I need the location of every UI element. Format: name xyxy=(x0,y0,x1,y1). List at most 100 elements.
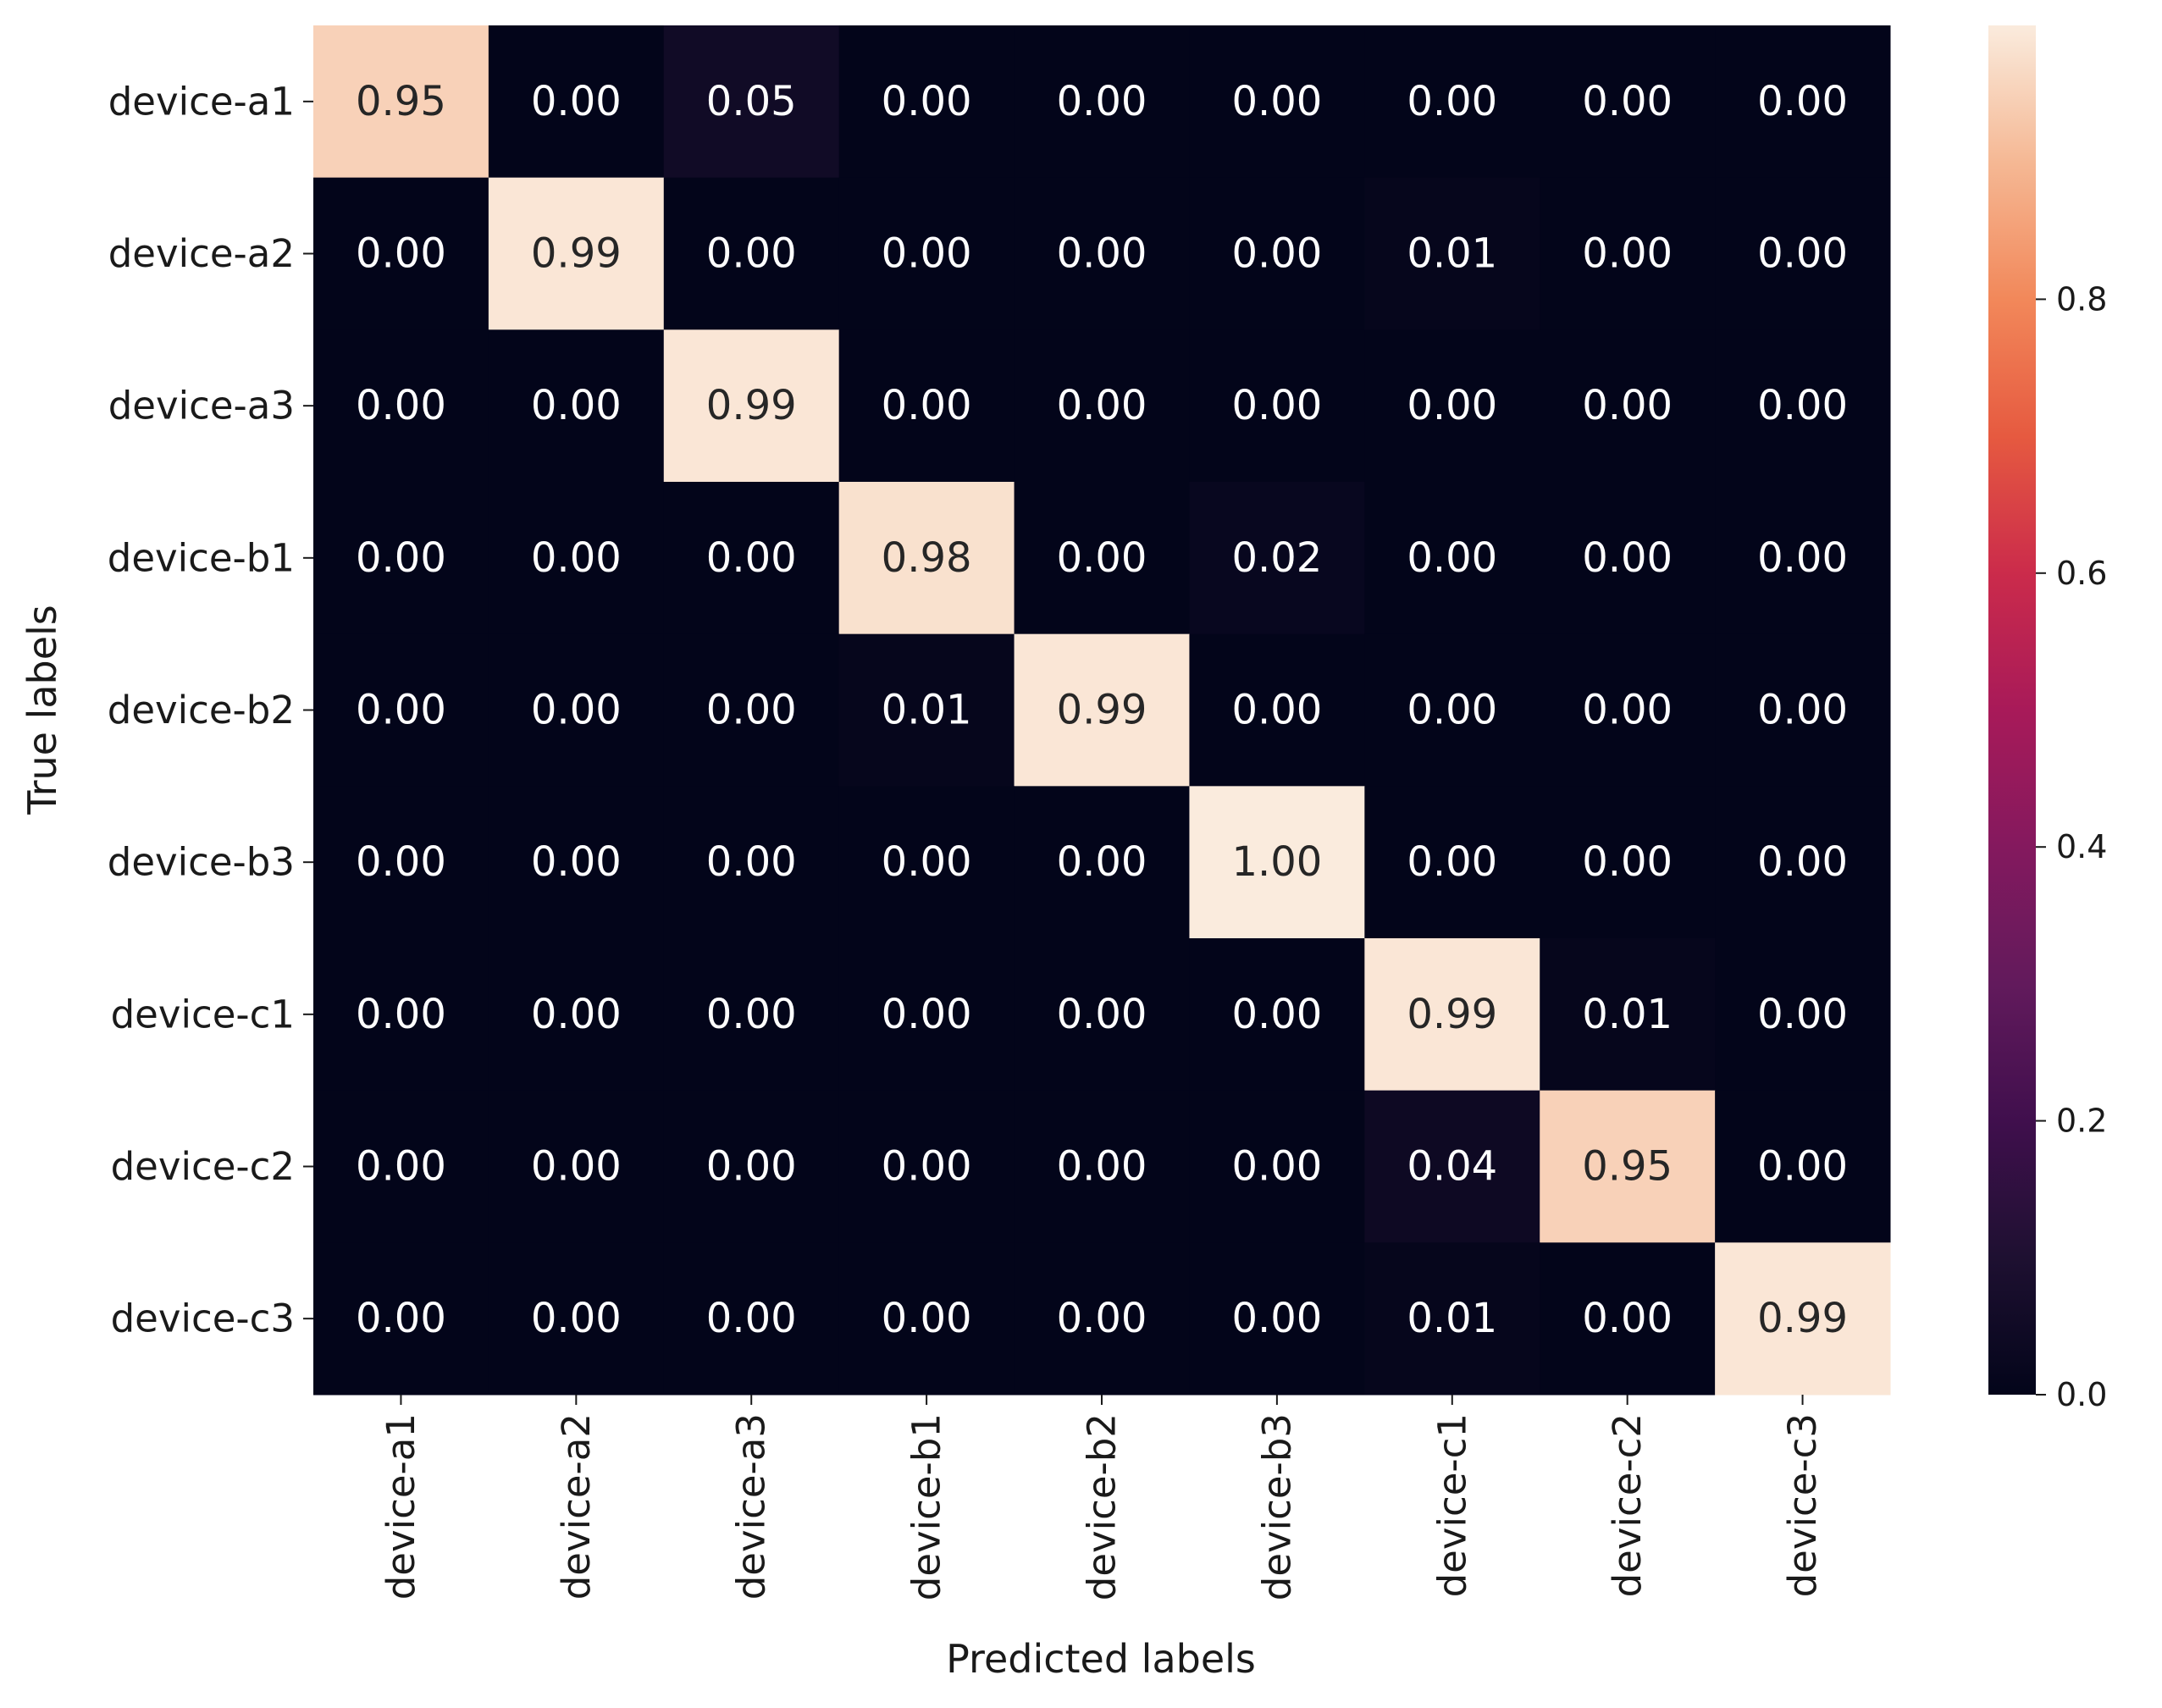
heatmap-cell xyxy=(1715,482,1891,635)
heatmap-cell xyxy=(1189,482,1365,635)
heatmap-cell-label: 0.00 xyxy=(1057,838,1147,886)
heatmap-cell xyxy=(1014,1242,1190,1396)
heatmap-cell xyxy=(1364,25,1540,179)
heatmap-cell xyxy=(488,786,665,939)
heatmap-cell-label: 0.00 xyxy=(531,382,622,429)
heatmap-cell xyxy=(838,938,1015,1092)
heatmap-cell-label: 0.00 xyxy=(356,687,446,734)
heatmap-cell-label: 0.00 xyxy=(356,838,446,886)
heatmap-cell-label: 0.00 xyxy=(1407,78,1497,125)
heatmap-cell-label: 0.00 xyxy=(1407,382,1497,429)
heatmap-cell-label: 0.00 xyxy=(706,230,797,278)
heatmap-cell-label: 0.00 xyxy=(706,838,797,886)
heatmap-cell-label: 0.00 xyxy=(1582,1295,1673,1342)
heatmap-cell-label: 0.00 xyxy=(706,1143,797,1191)
heatmap-cell xyxy=(1715,938,1891,1092)
heatmap-cell xyxy=(313,633,489,787)
heatmap-cell xyxy=(663,938,840,1092)
heatmap-cell-label: 0.98 xyxy=(882,534,972,582)
heatmap-cell xyxy=(1189,177,1365,330)
heatmap-cell-label: 0.00 xyxy=(1231,230,1322,278)
colorbar-tick-label: 0.0 xyxy=(2056,1376,2107,1413)
y-tick-label: device-b2 xyxy=(108,688,295,732)
heatmap-cell-label: 0.00 xyxy=(1057,382,1147,429)
heatmap-cell xyxy=(838,482,1015,635)
heatmap-cell-label: 0.00 xyxy=(1231,382,1322,429)
heatmap-cell-label: 0.00 xyxy=(1582,534,1673,582)
heatmap-cell xyxy=(1540,25,1716,179)
heatmap-cell-label: 0.00 xyxy=(1057,230,1147,278)
heatmap-cell xyxy=(1189,1242,1365,1396)
heatmap-cell-label: 0.00 xyxy=(882,78,972,125)
heatmap-cells xyxy=(313,25,1891,1396)
heatmap-cell xyxy=(1364,1242,1540,1396)
heatmap-cell xyxy=(488,938,665,1092)
y-tick-label: device-a2 xyxy=(108,231,295,276)
heatmap-cell-label: 0.00 xyxy=(1057,1295,1147,1342)
y-tick-label: device-c2 xyxy=(111,1144,295,1189)
y-tick-label: device-a1 xyxy=(108,79,295,124)
heatmap-cell xyxy=(1715,1090,1891,1243)
heatmap-cell xyxy=(1014,482,1190,635)
heatmap-cell-label: 0.00 xyxy=(882,838,972,886)
heatmap-cell xyxy=(1540,786,1716,939)
heatmap-cell-label: 0.00 xyxy=(706,991,797,1038)
heatmap-cell-label: 0.00 xyxy=(356,382,446,429)
heatmap-cell-label: 0.00 xyxy=(706,687,797,734)
heatmap-cell-label: 0.01 xyxy=(1407,230,1497,278)
colorbar-tick-label: 0.6 xyxy=(2056,555,2107,592)
y-tick-label: device-a3 xyxy=(108,384,295,428)
heatmap-cell xyxy=(1540,482,1716,635)
colorbar-tick-label: 0.4 xyxy=(2056,828,2107,865)
y-tick-label: device-c1 xyxy=(111,992,295,1036)
heatmap-cell-label: 0.00 xyxy=(882,991,972,1038)
heatmap-cell xyxy=(1540,177,1716,330)
heatmap-cell xyxy=(1364,786,1540,939)
heatmap-cell xyxy=(1189,633,1365,787)
heatmap-cell xyxy=(838,25,1015,179)
heatmap-cell xyxy=(1715,25,1891,179)
heatmap-cell-label: 0.00 xyxy=(531,687,622,734)
heatmap-cell xyxy=(313,938,489,1092)
y-axis-title: True labels xyxy=(19,605,65,815)
heatmap-cell-label: 0.00 xyxy=(1757,687,1848,734)
heatmap-cell-label: 0.01 xyxy=(882,687,972,734)
y-tick-label: device-c3 xyxy=(111,1296,295,1341)
heatmap-cell-label: 0.99 xyxy=(1057,687,1147,734)
heatmap-cell-label: 0.00 xyxy=(706,534,797,582)
heatmap-cell-label: 0.01 xyxy=(1407,1295,1497,1342)
x-axis-title: Predicted labels xyxy=(946,1636,1256,1682)
heatmap-cell-label: 0.00 xyxy=(356,230,446,278)
heatmap-cell-label: 0.00 xyxy=(531,534,622,582)
x-tick-label: device-b3 xyxy=(1254,1413,1299,1600)
heatmap-cell-label: 0.00 xyxy=(531,991,622,1038)
heatmap-cell xyxy=(313,1242,489,1396)
heatmap-cell-label: 0.00 xyxy=(882,230,972,278)
heatmap-cell-label: 0.00 xyxy=(882,1295,972,1342)
x-tick-label: device-a3 xyxy=(729,1413,774,1600)
heatmap-cell xyxy=(1014,329,1190,483)
x-tick-label: device-b2 xyxy=(1080,1413,1125,1600)
heatmap-cell-label: 0.00 xyxy=(1231,1143,1322,1191)
heatmap-cell-label: 0.00 xyxy=(1231,687,1322,734)
heatmap-cell xyxy=(1364,329,1540,483)
heatmap-cell xyxy=(838,786,1015,939)
heatmap-cell xyxy=(1540,1090,1716,1243)
heatmap-cell xyxy=(838,1242,1015,1396)
heatmap-cell-label: 0.00 xyxy=(1407,687,1497,734)
heatmap-cell xyxy=(313,329,489,483)
heatmap-cell xyxy=(313,482,489,635)
heatmap-cell xyxy=(663,786,840,939)
heatmap-cell-label: 0.00 xyxy=(1582,230,1673,278)
heatmap-cell-label: 0.00 xyxy=(356,1295,446,1342)
heatmap-cell-label: 0.95 xyxy=(356,78,446,125)
heatmap-cell xyxy=(1014,25,1190,179)
heatmap-cell-label: 0.00 xyxy=(356,1143,446,1191)
heatmap-cell xyxy=(1715,1242,1891,1396)
heatmap-cell-label: 0.00 xyxy=(1582,838,1673,886)
x-tick-label: device-a1 xyxy=(379,1413,423,1600)
heatmap-cell xyxy=(1014,633,1190,787)
heatmap-cell-label: 0.00 xyxy=(1582,382,1673,429)
heatmap-cell-label: 0.00 xyxy=(1757,230,1848,278)
